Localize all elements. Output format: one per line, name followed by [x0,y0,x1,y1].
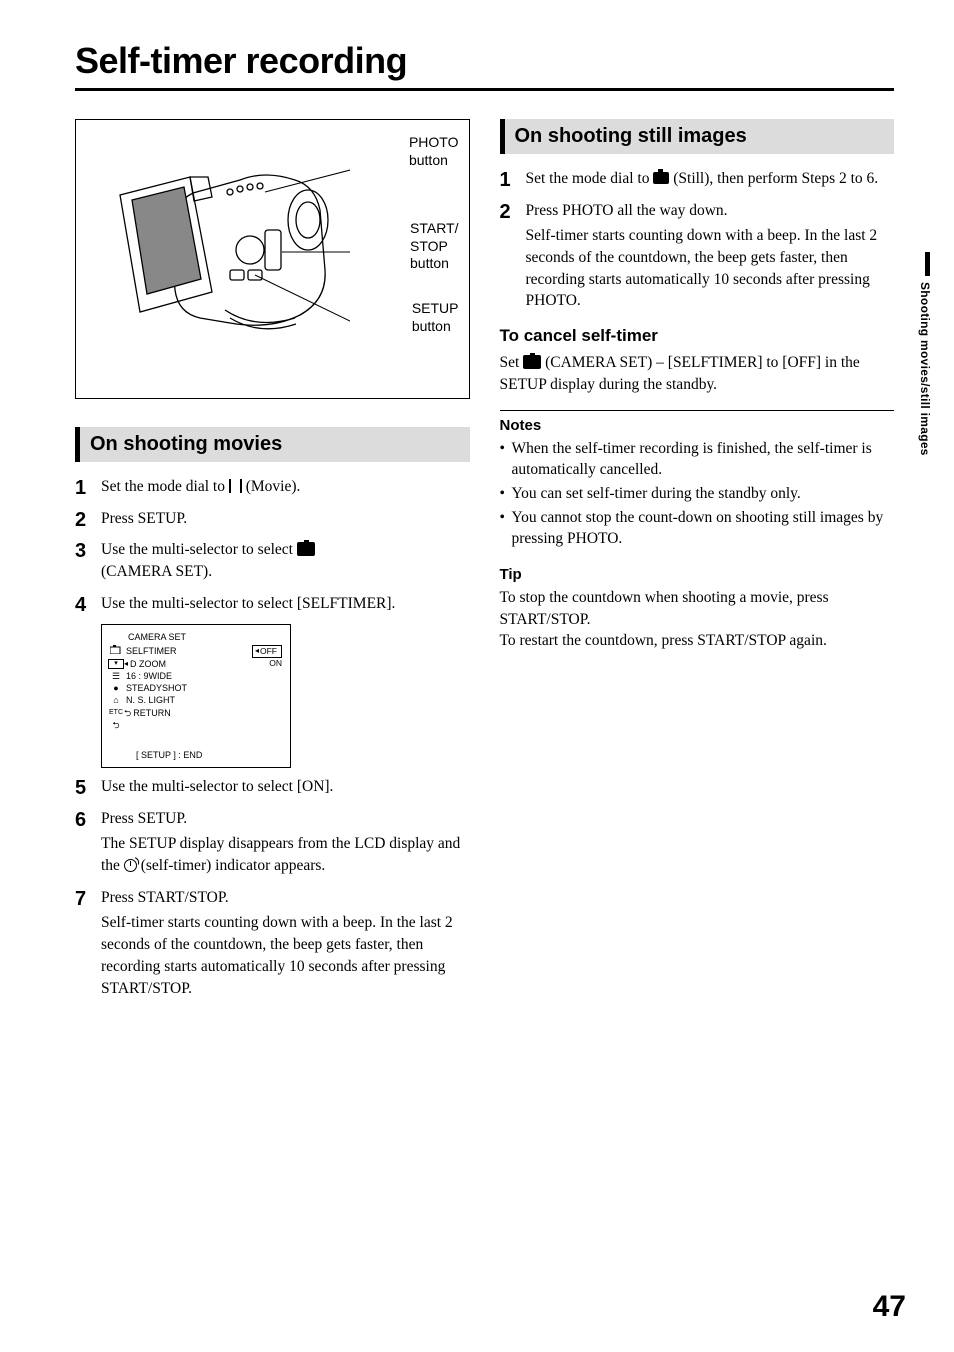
step-body: Self-timer starts counting down with a b… [526,225,895,312]
step-text: Use the multi-selector to select [101,541,297,558]
lcd-label: RETURN [131,707,282,719]
lcd-selected: OFF [252,645,282,658]
step-text: Press PHOTO all the way down. [526,202,728,219]
lcd-camera-icon [108,645,124,657]
step-text: (CAMERA SET). [101,563,212,580]
stills-steps: Set the mode dial to (Still), then perfo… [500,168,895,312]
callout-text: button [412,318,451,334]
page-title: Self-timer recording [75,40,894,91]
tip-heading: Tip [500,566,895,583]
lcd-icon: ▾ [108,659,124,669]
step-text: Set the mode dial to [526,170,654,187]
step: Press START/STOP. Self-timer starts coun… [75,887,470,999]
callout-text: SETUP [412,300,459,316]
step-text: (self-timer) indicator appears. [137,857,326,874]
step-text: (Still), then perform Steps 2 to 6. [669,170,878,187]
hero-figure: PHOTO button START/ STOP button SETUP bu… [75,119,470,399]
lcd-setup-screen: CAMERA SET SELFTIMER OFF ▾ ◂ D ZOOM ON [101,624,291,768]
side-tab-label: Shooting movies/still images [918,282,932,456]
callout-startstop: START/ STOP button [410,220,459,273]
step: Use the multi-selector to select (CAMERA… [75,539,470,582]
callout-text: PHOTO [409,134,459,150]
step-text: Press SETUP. [101,810,187,827]
cancel-body: Set (CAMERA SET) – [SELFTIMER] to [OFF] … [500,352,895,395]
note-item: When the self-timer recording is finishe… [500,438,895,481]
lcd-label: SELFTIMER [124,645,252,657]
step-body: Self-timer starts counting down with a b… [101,912,470,999]
step-text: Press START/STOP. [101,889,229,906]
camcorder-illustration [90,140,350,360]
lcd-icon: ETC [108,708,124,717]
step: Use the multi-selector to select [ON]. [75,776,470,798]
step-text: (Movie). [242,478,301,495]
lcd-header: CAMERA SET [108,631,282,643]
step: Use the multi-selector to select [SELFTI… [75,593,470,615]
lcd-footer: [ SETUP ] : END [108,749,282,761]
lcd-label: 16 : 9WIDE [124,670,282,682]
movie-icon [229,479,242,493]
callout-text: button [409,152,448,168]
note-item: You cannot stop the count-down on shooti… [500,507,895,550]
notes-heading: Notes [500,417,895,434]
step-text: Set the mode dial to [101,478,229,495]
lcd-icon: ● [108,682,124,694]
section-shooting-movies: On shooting movies [75,427,470,462]
tip-body: To stop the countdown when shooting a mo… [500,587,895,652]
selftimer-icon [124,859,137,872]
notes-list: When the self-timer recording is finishe… [500,438,895,550]
section-shooting-stills: On shooting still images [500,119,895,154]
step: Press SETUP. The SETUP display disappear… [75,808,470,877]
page-number: 47 [873,1290,906,1324]
step: Set the mode dial to (Movie). [75,476,470,498]
callout-text: button [410,255,449,271]
lcd-icon: ⮌ [108,719,124,731]
callout-text: STOP [410,238,448,254]
lcd-label: STEADYSHOT [124,682,282,694]
lcd-label: N. S. LIGHT [124,694,282,706]
step: Press PHOTO all the way down. Self-timer… [500,200,895,312]
callout-photo: PHOTO button [409,134,459,169]
lcd-label: D ZOOM [128,658,265,670]
cancel-heading: To cancel self-timer [500,326,895,346]
step: Set the mode dial to (Still), then perfo… [500,168,895,190]
lcd-icon: ⌂ [108,694,124,706]
lcd-icon: ☰ [108,670,124,682]
callout-setup: SETUP button [412,300,459,335]
body-text: (CAMERA SET) – [SELFTIMER] to [OFF] in t… [500,354,860,393]
note-item: You can set self-timer during the standb… [500,483,895,505]
divider [500,410,895,411]
movies-steps: Set the mode dial to (Movie). Press SETU… [75,476,470,999]
lcd-on: ON [265,658,282,669]
step: Press SETUP. [75,508,470,530]
side-tab: Shooting movies/still images [908,260,930,480]
step-body: The SETUP display disappears from the LC… [101,833,470,876]
camera-set-icon [523,355,541,369]
still-icon [653,172,669,184]
camera-set-icon [297,542,315,556]
body-text: Set [500,354,524,371]
side-tab-marker [925,252,930,276]
callout-text: START/ [410,220,459,236]
